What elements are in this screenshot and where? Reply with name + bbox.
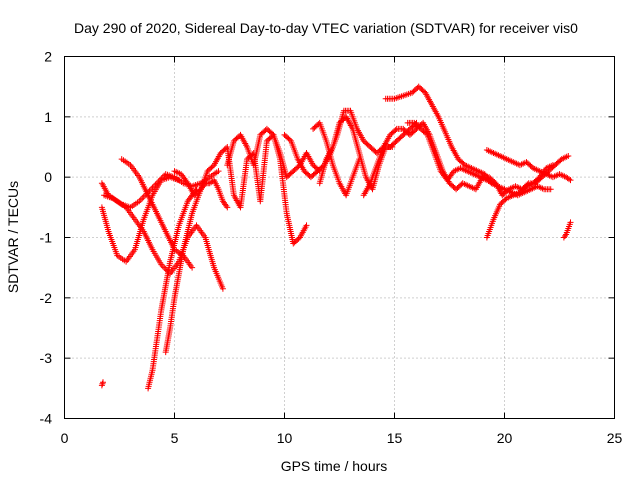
y-tick-label: 1 <box>44 109 52 125</box>
y-tick-label: 0 <box>44 169 52 185</box>
data-series-trace-1 <box>98 379 106 389</box>
x-tick-label: 5 <box>171 430 179 446</box>
data-point <box>566 176 573 183</box>
data-point <box>269 130 276 137</box>
data-series-trace-15 <box>404 119 497 187</box>
data-point <box>99 380 106 387</box>
data-point <box>219 285 226 292</box>
chart-title: Day 290 of 2020, Sidereal Day-to-day VTE… <box>74 20 578 36</box>
data-point <box>423 130 430 137</box>
data-series-trace-12 <box>310 119 363 199</box>
data-point <box>389 144 396 150</box>
x-tick-label: 25 <box>607 430 623 446</box>
data-point <box>189 264 196 271</box>
data-series-trace-10 <box>281 107 420 181</box>
x-axis-label: GPS time / hours <box>281 458 388 474</box>
data-series <box>98 83 574 392</box>
data-series-trace-17 <box>483 162 556 241</box>
data-point <box>392 127 399 134</box>
y-tick-label: -3 <box>40 350 53 366</box>
data-point <box>100 379 106 386</box>
data-point <box>547 186 554 193</box>
data-point <box>140 193 147 200</box>
data-point <box>196 187 203 194</box>
y-tick-label: -1 <box>40 230 53 246</box>
data-point <box>565 153 572 160</box>
plot-frame <box>64 56 615 419</box>
data-series-trace-3 <box>98 174 182 265</box>
data-point <box>356 156 363 163</box>
data-series-trace-2 <box>98 180 226 292</box>
x-tick-label: 10 <box>277 430 293 446</box>
data-point <box>137 196 144 203</box>
data-series-trace-16 <box>483 147 574 184</box>
data-point <box>224 204 231 211</box>
data-point <box>139 195 146 202</box>
data-series-trace-18 <box>501 183 554 199</box>
data-point <box>490 180 497 187</box>
data-series-trace-19 <box>560 219 574 241</box>
y-tick-label: 2 <box>44 49 52 65</box>
data-point <box>567 219 574 226</box>
data-point <box>215 168 222 175</box>
axis-ticks: 0 5 10 15 20 25 -4 -3 -2 -1 0 1 2 <box>40 49 623 447</box>
data-series-trace-4 <box>118 156 196 271</box>
x-tick-label: 0 <box>61 430 69 446</box>
data-point <box>549 162 556 169</box>
data-point <box>98 382 105 389</box>
y-tick-label: -2 <box>40 290 53 306</box>
data-series-trace-14 <box>382 83 508 193</box>
y-axis-label: SDTVAR / TECUs <box>5 181 21 293</box>
x-tick-label: 15 <box>387 430 403 446</box>
y-tick-label: -4 <box>40 411 53 427</box>
x-tick-label: 20 <box>497 430 513 446</box>
data-series-trace-9 <box>224 125 323 181</box>
data-series-trace-7 <box>162 177 231 356</box>
data-point <box>303 222 310 229</box>
data-point <box>567 177 574 184</box>
data-point <box>286 136 293 143</box>
